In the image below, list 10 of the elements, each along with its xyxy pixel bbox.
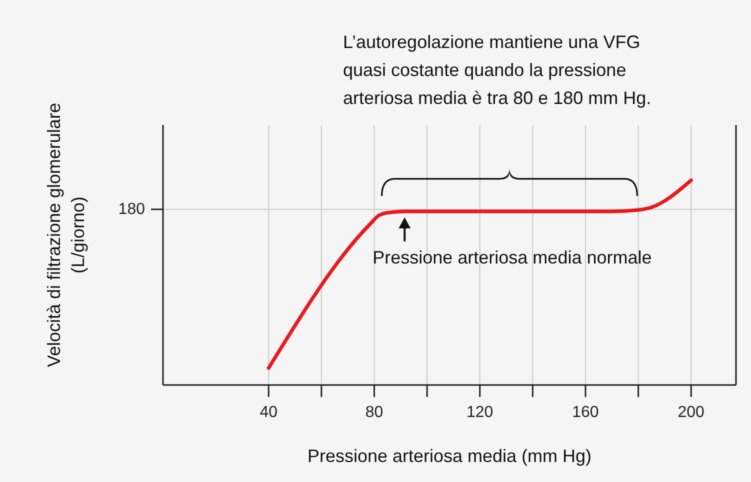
text: L’autoregolazione mantiene una VFG quasi costante quando la pressione arteriosa media è tra 80 e 180 mm Hg. bbox=[343, 32, 652, 108]
x-tick-label: 120 bbox=[466, 404, 494, 421]
x-axis-title: Pressione arteriosa media (mm Hg) bbox=[307, 446, 592, 466]
x-tick-label: 40 bbox=[260, 404, 278, 421]
x-tick-label: 160 bbox=[572, 404, 599, 421]
y-axis-title: Velocità di filtrazione glomerulare (L/giorno) bbox=[44, 102, 88, 368]
x-tick-label: 200 bbox=[678, 404, 705, 421]
text: 180 bbox=[118, 200, 146, 218]
annotation: Pressione arteriosa media normale bbox=[372, 247, 652, 268]
x-tick-label: 80 bbox=[365, 404, 384, 421]
